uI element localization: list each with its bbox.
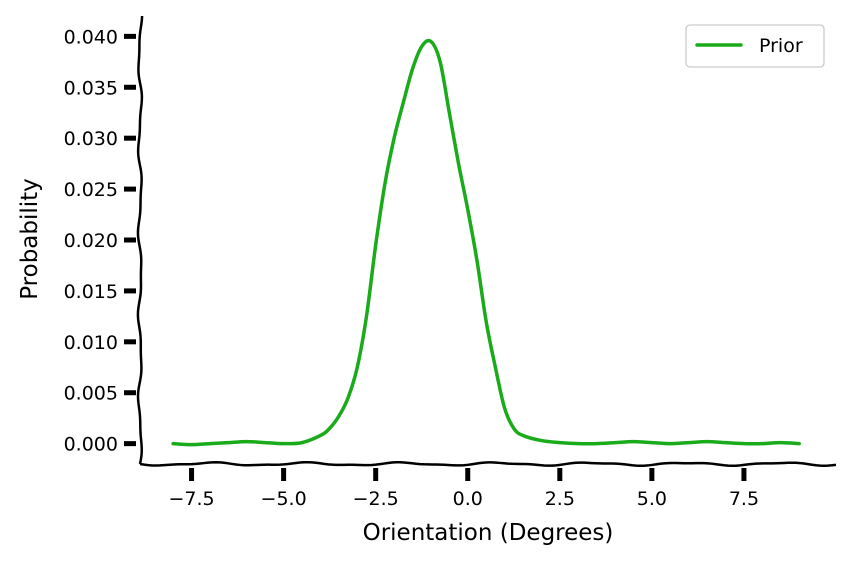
y-axis-label: Probability bbox=[17, 178, 43, 300]
x-tick-label: 0.0 bbox=[453, 488, 483, 510]
y-tick-label: 0.015 bbox=[64, 281, 118, 303]
legend-box bbox=[685, 24, 825, 68]
x-tick-label: 7.5 bbox=[729, 488, 759, 510]
y-axis: 0.000 0.005 0.010 0.015 0.020 0.025 0.030 0.035… bbox=[64, 15, 144, 465]
series-line-prior bbox=[171, 38, 801, 447]
y-tick-label: 0.035 bbox=[64, 77, 118, 99]
y-tick-label: 0.030 bbox=[64, 128, 118, 150]
y-tick-label: 0.000 bbox=[64, 434, 118, 456]
x-axis: −7.5 −5.0 −2.5 0.0 2.5 5.0 7.5 bbox=[139, 460, 837, 510]
x-tick-label: −7.5 bbox=[168, 488, 214, 510]
x-tick-label: 2.5 bbox=[545, 488, 575, 510]
x-axis-label: Orientation (Degrees) bbox=[363, 520, 614, 546]
x-tick-label: 5.0 bbox=[637, 488, 667, 510]
x-tick-label: −5.0 bbox=[261, 488, 307, 510]
y-tick-label: 0.005 bbox=[64, 383, 118, 405]
x-tick-label: −2.5 bbox=[353, 488, 399, 510]
y-axis-line bbox=[136, 15, 144, 465]
legend: Prior bbox=[685, 24, 825, 68]
y-tick-label: 0.010 bbox=[64, 332, 118, 354]
y-tick-label: 0.020 bbox=[64, 230, 118, 252]
x-axis-line bbox=[139, 460, 837, 468]
legend-label-prior: Prior bbox=[759, 35, 803, 57]
y-tick-label: 0.025 bbox=[64, 179, 118, 201]
y-tick-label: 0.040 bbox=[64, 26, 118, 48]
series-layer bbox=[171, 38, 801, 447]
